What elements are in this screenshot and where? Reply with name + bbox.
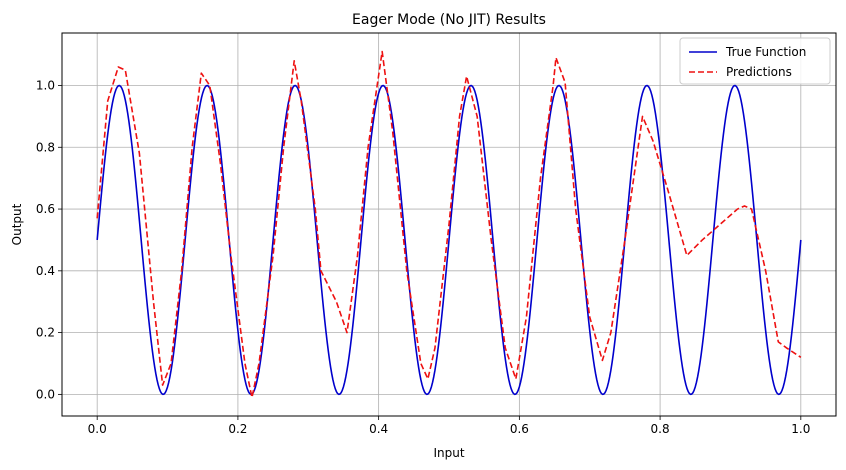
series-line-1	[96, 84, 802, 396]
series-line-2	[96, 50, 802, 399]
x-tick-label: 0.2	[228, 422, 247, 436]
legend-box	[679, 37, 831, 85]
y-tick-label: 0.0	[36, 387, 55, 401]
y-tick-label: 0.6	[36, 202, 55, 216]
legend-label: Predictions	[726, 65, 792, 79]
legend: True Function Predictions	[679, 37, 831, 85]
x-tick-label: 1.0	[791, 422, 810, 436]
legend-label: True Function	[725, 45, 806, 59]
x-tick-label: 0.0	[88, 422, 107, 436]
x-tick-label: 0.8	[651, 422, 670, 436]
y-tick-label: 1.0	[36, 79, 55, 93]
y-tick-label: 0.2	[36, 326, 55, 340]
x-tick-label: 0.6	[510, 422, 529, 436]
plot-frame	[61, 32, 837, 417]
ticks: 0.0 0.2 0.4 0.6 0.8 1.0 0.0 0.2 0.4 0.6 0.8 1.0	[36, 79, 810, 436]
grid	[62, 33, 836, 416]
y-tick-label: 0.4	[36, 264, 55, 278]
x-axis-label: Input	[433, 446, 464, 460]
chart-title: Eager Mode (No JIT) Results	[352, 12, 546, 28]
plot-area	[96, 50, 802, 399]
x-tick-label: 0.4	[369, 422, 388, 436]
y-tick-label: 0.8	[36, 140, 55, 154]
y-axis-label: Output	[10, 203, 24, 245]
